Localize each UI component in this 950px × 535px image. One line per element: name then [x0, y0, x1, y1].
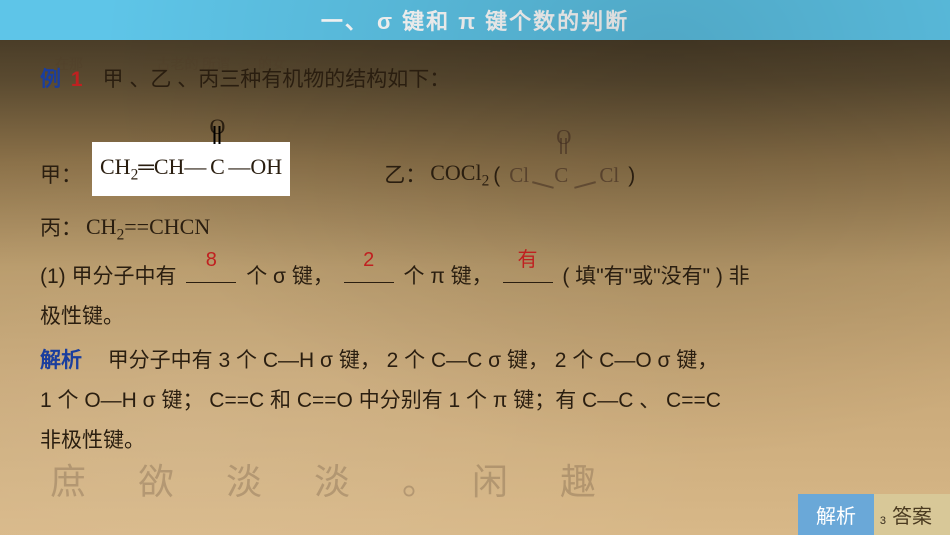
- q1-suffix2: 极性键。: [40, 297, 910, 337]
- answer-1: 8: [206, 241, 217, 279]
- jia-label: 甲：: [40, 156, 82, 196]
- q1-prefix: (1) 甲分子中有: [40, 265, 177, 288]
- yi-sub: 2: [482, 172, 490, 189]
- blank-2: 2: [344, 260, 394, 283]
- jia-c: C: [210, 154, 225, 179]
- yi-name: COCl2: [430, 152, 489, 196]
- blank-3: 有: [503, 260, 553, 283]
- compound-bing-row: 丙： CH2==CHCN: [40, 206, 910, 250]
- jia-oh: OH: [250, 154, 282, 179]
- jia-sub2: 2: [131, 166, 139, 183]
- slide-header: 一、 σ 键和 π 键个数的判断: [0, 0, 950, 40]
- slide-content: 例 1 甲 、乙 、丙三种有机物的结构如下： 甲： CH2═CH—OC—OH 乙…: [0, 40, 950, 481]
- yi-c: C: [554, 156, 568, 196]
- q1-suffix1: ( 填"有"或"没有" ) 非: [562, 265, 749, 288]
- example-label-text: 例: [40, 68, 61, 91]
- compound-jia-row: 甲： CH2═CH—OC—OH 乙： COCl2 ( O C Cl Cl ): [40, 142, 910, 196]
- q1-mid1: 个 σ 键，: [246, 265, 334, 288]
- footer-buttons: 解析 答案: [798, 494, 950, 535]
- question-1: (1) 甲分子中有 8 个 σ 键， 2 个 π 键， 有 ( 填"有"或"没有…: [40, 257, 910, 337]
- blank-1: 8: [186, 260, 236, 283]
- yi-cocl: COCl: [430, 160, 481, 185]
- yi-paren-open: (: [493, 156, 500, 196]
- yi-cl-right: Cl: [599, 156, 619, 196]
- example-label: 例 1: [40, 60, 83, 100]
- jia-ch: CH: [154, 154, 185, 179]
- bing-formula: CH2==CHCN: [86, 206, 210, 250]
- jia-formula: CH2═CH—OC—OH: [100, 146, 282, 190]
- page-number: 3: [880, 515, 886, 527]
- header-title: 一、 σ 键和 π 键个数的判断: [321, 4, 629, 36]
- answer-3: 有: [518, 241, 538, 279]
- jia-c-with-o: OC: [206, 146, 228, 188]
- example-number: 1: [71, 68, 83, 91]
- answer-2: 2: [363, 241, 374, 279]
- bing-rest: ==CHCN: [124, 214, 210, 239]
- bing-ch: CH: [86, 214, 117, 239]
- yi-structure: O C Cl Cl: [504, 146, 624, 196]
- analysis-line1: 甲分子中有 3 个 C—H σ 键， 2 个 C—C σ 键， 2 个 C—O …: [108, 349, 719, 372]
- analysis-block: 解析 甲分子中有 3 个 C—H σ 键， 2 个 C—C σ 键， 2 个 C…: [40, 341, 910, 461]
- analysis-line2: 1 个 O—H σ 键； C==C 和 C==O 中分别有 1 个 π 键；有 …: [40, 381, 910, 421]
- yi-label: 乙：: [384, 156, 426, 196]
- yi-dbond2-icon: [565, 138, 567, 154]
- jia-double-bond-icon: [214, 126, 221, 144]
- example-intro-row: 例 1 甲 、乙 、丙三种有机物的结构如下：: [40, 60, 910, 100]
- q1-mid2: 个 π 键，: [404, 265, 493, 288]
- yi-bond-right-icon: [574, 181, 596, 188]
- yi-o: O: [556, 118, 571, 158]
- jia-structure: CH2═CH—OC—OH: [92, 142, 290, 196]
- bing-label: 丙：: [40, 209, 82, 249]
- yi-paren-close: ): [628, 156, 635, 196]
- analysis-label: 解析: [40, 349, 82, 372]
- jia-ch2: CH: [100, 154, 131, 179]
- yi-bond-left-icon: [532, 181, 554, 188]
- analysis-button[interactable]: 解析: [798, 494, 874, 535]
- example-intro: 甲 、乙 、丙三种有机物的结构如下：: [103, 60, 451, 100]
- yi-cl-left: Cl: [509, 156, 529, 196]
- analysis-line3: 非极性键。: [40, 421, 910, 461]
- yi-dbond1-icon: [560, 138, 562, 154]
